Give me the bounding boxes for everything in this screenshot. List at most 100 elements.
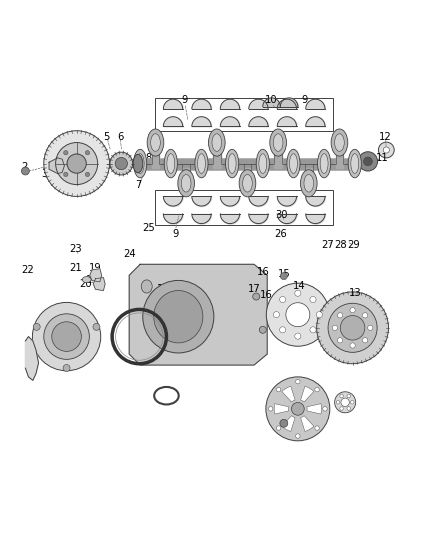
Polygon shape <box>305 168 313 183</box>
Wedge shape <box>300 386 314 402</box>
Ellipse shape <box>133 155 143 173</box>
Text: 18: 18 <box>157 284 169 294</box>
Ellipse shape <box>195 149 208 178</box>
Circle shape <box>332 325 338 330</box>
Circle shape <box>266 283 329 346</box>
Text: 13: 13 <box>350 288 362 298</box>
Circle shape <box>315 387 319 392</box>
Circle shape <box>67 154 86 173</box>
Text: 15: 15 <box>278 269 291 279</box>
Circle shape <box>33 324 40 330</box>
Ellipse shape <box>287 149 300 178</box>
Ellipse shape <box>164 149 177 178</box>
Polygon shape <box>336 142 343 168</box>
Polygon shape <box>93 278 105 290</box>
Ellipse shape <box>226 149 239 178</box>
Circle shape <box>56 142 98 184</box>
Polygon shape <box>90 269 102 282</box>
Ellipse shape <box>335 134 344 151</box>
Circle shape <box>378 142 394 158</box>
Ellipse shape <box>151 134 160 151</box>
Wedge shape <box>307 403 321 414</box>
Circle shape <box>64 172 68 176</box>
Circle shape <box>310 296 316 303</box>
Circle shape <box>44 131 110 197</box>
Circle shape <box>363 313 368 318</box>
Polygon shape <box>25 336 39 381</box>
Text: 9: 9 <box>301 95 307 105</box>
Text: 30: 30 <box>275 210 287 220</box>
Text: 9: 9 <box>182 95 188 105</box>
Ellipse shape <box>167 154 175 173</box>
Text: 14: 14 <box>293 281 305 291</box>
Circle shape <box>337 313 343 318</box>
Ellipse shape <box>178 169 194 197</box>
Ellipse shape <box>82 277 91 282</box>
Text: 25: 25 <box>142 223 155 233</box>
Circle shape <box>295 333 301 339</box>
Ellipse shape <box>143 280 214 353</box>
Circle shape <box>367 325 373 330</box>
Circle shape <box>317 292 389 364</box>
Circle shape <box>350 400 354 404</box>
Ellipse shape <box>331 129 348 156</box>
Ellipse shape <box>304 174 314 192</box>
Ellipse shape <box>239 169 256 197</box>
Polygon shape <box>244 168 251 183</box>
Circle shape <box>347 394 350 398</box>
Circle shape <box>63 365 70 372</box>
Ellipse shape <box>147 129 164 156</box>
Circle shape <box>253 293 260 300</box>
Circle shape <box>358 152 378 171</box>
Ellipse shape <box>290 154 297 173</box>
Text: 22: 22 <box>21 265 34 275</box>
Circle shape <box>347 407 350 410</box>
Circle shape <box>268 407 273 411</box>
Text: 12: 12 <box>379 132 392 142</box>
Wedge shape <box>300 416 314 431</box>
Circle shape <box>363 338 368 343</box>
Bar <box>155 98 333 131</box>
Ellipse shape <box>259 154 267 173</box>
Circle shape <box>273 312 279 318</box>
Ellipse shape <box>320 154 328 173</box>
Wedge shape <box>282 416 295 431</box>
Circle shape <box>280 273 287 280</box>
Circle shape <box>276 387 281 392</box>
Circle shape <box>337 338 343 343</box>
Circle shape <box>279 296 286 303</box>
Ellipse shape <box>351 154 359 173</box>
Text: 9: 9 <box>172 229 178 239</box>
Circle shape <box>276 426 281 430</box>
Circle shape <box>93 324 100 330</box>
Circle shape <box>341 398 350 407</box>
Circle shape <box>259 326 266 333</box>
Circle shape <box>85 150 90 155</box>
Polygon shape <box>152 142 159 168</box>
Circle shape <box>350 343 355 348</box>
Circle shape <box>110 152 133 175</box>
Text: 6: 6 <box>117 132 123 142</box>
Circle shape <box>32 302 101 371</box>
Ellipse shape <box>181 174 191 192</box>
Circle shape <box>383 147 389 153</box>
Circle shape <box>340 394 343 398</box>
Ellipse shape <box>228 154 236 173</box>
Text: 24: 24 <box>123 249 135 259</box>
Circle shape <box>266 377 330 441</box>
Circle shape <box>350 308 355 313</box>
Text: 2: 2 <box>21 161 27 172</box>
Polygon shape <box>213 142 221 168</box>
Circle shape <box>44 314 89 359</box>
Ellipse shape <box>300 169 317 197</box>
Circle shape <box>310 327 316 333</box>
Circle shape <box>280 419 288 427</box>
Circle shape <box>296 434 300 438</box>
Text: 19: 19 <box>89 263 102 273</box>
Circle shape <box>279 327 286 333</box>
Ellipse shape <box>141 280 152 293</box>
Circle shape <box>85 172 90 176</box>
Wedge shape <box>282 386 295 402</box>
Text: 20: 20 <box>80 279 92 289</box>
Circle shape <box>315 426 319 430</box>
